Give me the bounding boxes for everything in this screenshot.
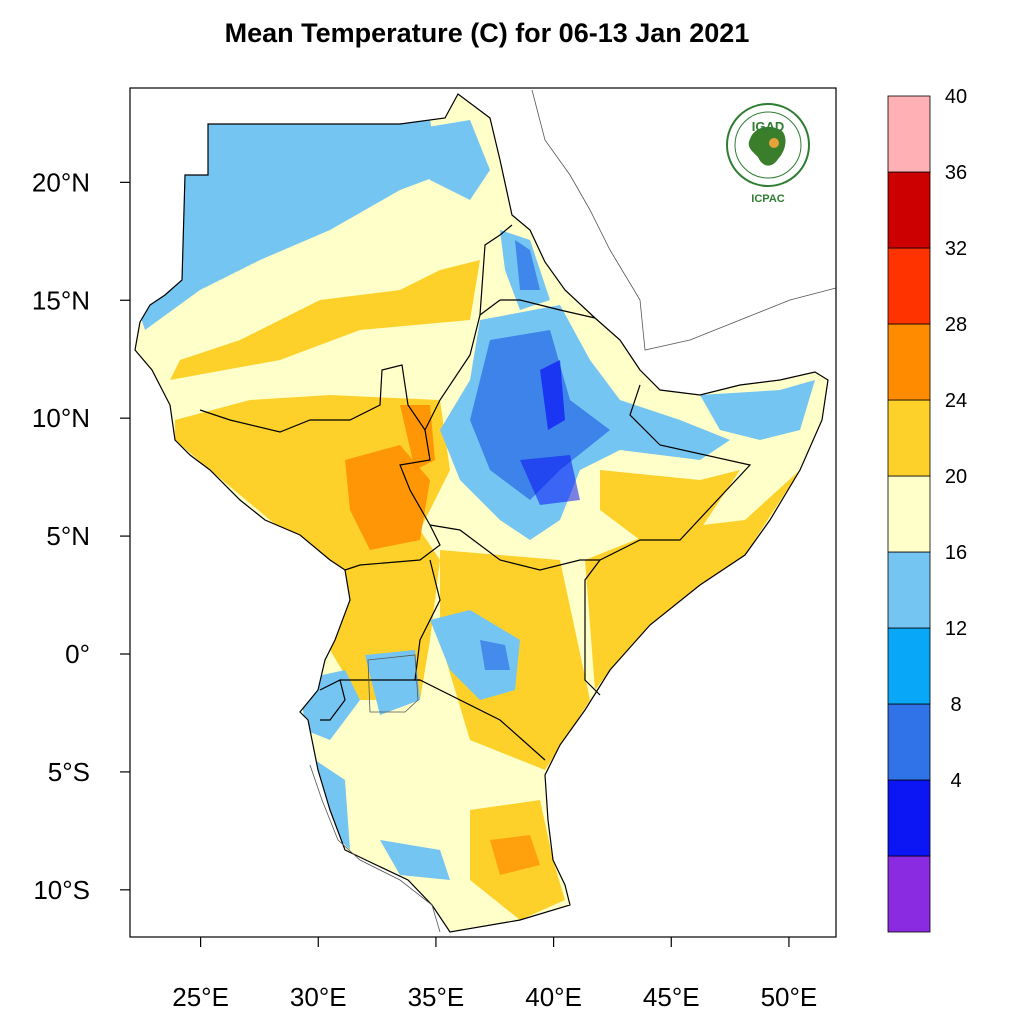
- x-axis: 25°E 30°E 35°E 40°E 45°E 50°E: [172, 937, 817, 1012]
- field-16-20-northeast: [410, 120, 490, 200]
- africa-map-icon: [748, 126, 786, 166]
- field-16-20-south-tanzania: [380, 840, 450, 880]
- field-28-32-south-sudan: [345, 445, 430, 550]
- colorbar-segment: [887, 247, 931, 325]
- colorbar-segment: [887, 323, 931, 401]
- y-tick-label: 5°N: [46, 521, 90, 551]
- field-8-12-eritrea: [515, 240, 540, 290]
- region-outline: [134, 93, 829, 933]
- field-16-20-west-tanzania: [315, 760, 350, 850]
- y-tick-label: 5°S: [48, 757, 90, 787]
- y-tick-label: 10°S: [33, 875, 90, 905]
- field-16-20-somaliland: [700, 380, 815, 440]
- colorbar-segment: [887, 95, 931, 173]
- sudan-south-sudan-border: [199, 299, 501, 433]
- colorbar-segment: [887, 399, 931, 477]
- field-4-8-highlands: [540, 360, 565, 430]
- map-title: Mean Temperature (C) for 06-13 Jan 2021: [224, 18, 750, 48]
- y-tick-label: 0°: [65, 639, 90, 669]
- colorbar-label: 28: [945, 314, 967, 336]
- temperature-fields: [135, 94, 828, 932]
- colorbar-segment: [887, 779, 931, 857]
- eritrea-ethiopia-border: [500, 299, 596, 319]
- logo-name: IGAD: [752, 119, 785, 134]
- ethiopia-east-border: [429, 384, 752, 571]
- y-tick-label: 20°N: [32, 167, 90, 197]
- outside-coastlines: [309, 89, 837, 933]
- y-axis: 20°N 15°N 10°N 5°N 0° 5°S 10°S: [32, 167, 130, 905]
- field-28-32-southeast: [490, 835, 540, 875]
- temperature-colorbar: 4 8 12 16 20 24 28 32 36 40: [887, 86, 967, 933]
- x-tick-label: 45°E: [643, 982, 700, 1012]
- colorbar-segment: [887, 475, 931, 553]
- lake-victoria-outline: [367, 654, 419, 713]
- rwanda-burundi-border: [319, 679, 346, 721]
- logo-caption: ICPAC: [751, 193, 784, 205]
- field-24-28-central-north: [170, 260, 480, 380]
- sudan-eritrea-border: [479, 224, 513, 316]
- colorbar-label: 40: [945, 86, 967, 108]
- colorbar-segment: [887, 627, 931, 705]
- x-tick-label: 30°E: [290, 982, 347, 1012]
- lake-tanganyika-coast: [309, 764, 441, 933]
- colorbar-label: 16: [945, 542, 967, 564]
- x-tick-label: 40°E: [525, 982, 582, 1012]
- colorbar-label: 8: [950, 694, 961, 716]
- field-24-28-ogaden: [600, 470, 740, 540]
- y-tick-label: 15°N: [32, 285, 90, 315]
- colorbar-label: 20: [945, 466, 967, 488]
- colorbar-label: 4: [950, 770, 961, 792]
- field-4-8-bale: [520, 455, 580, 505]
- colorbar-label: 24: [945, 390, 967, 412]
- colorbar-segment: [887, 171, 931, 249]
- colorbar-segment: [887, 551, 931, 629]
- colorbar-label: 32: [945, 238, 967, 260]
- field-24-28-somalia: [585, 470, 800, 690]
- x-tick-label: 35°E: [408, 982, 465, 1012]
- colorbar-segment: [887, 703, 931, 781]
- region-highlight-icon: [769, 138, 779, 148]
- country-borders: [134, 93, 829, 933]
- igad-logo: IGAD ICPAC: [726, 103, 810, 205]
- y-tick-label: 10°N: [32, 403, 90, 433]
- colorbar-segment: [887, 855, 931, 933]
- field-16-20-kenya-highlands: [430, 610, 520, 700]
- colorbar-label: 12: [945, 618, 967, 640]
- field-8-12-highlands: [470, 330, 610, 500]
- x-tick-label: 50°E: [761, 982, 818, 1012]
- field-8-12-kenya-highlands: [480, 640, 510, 670]
- kenya-somalia-border: [584, 559, 601, 696]
- red-sea-arabian-coast: [531, 89, 837, 351]
- x-tick-label: 25°E: [172, 982, 229, 1012]
- map-frame: [129, 87, 837, 938]
- colorbar-label: 36: [945, 162, 967, 184]
- field-16-20-lake-victoria: [365, 650, 420, 715]
- field-28-32-blue-nile: [400, 405, 435, 470]
- field-16-20-north: [135, 120, 440, 330]
